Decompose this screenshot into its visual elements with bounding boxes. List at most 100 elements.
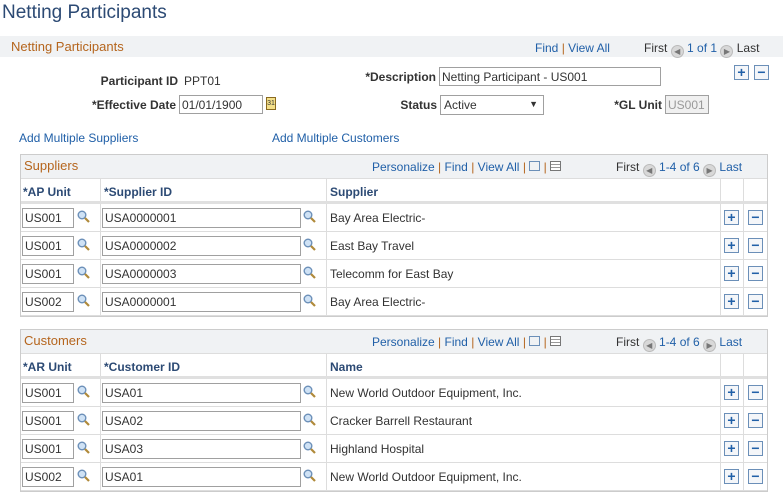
effective-date-input[interactable]	[179, 95, 263, 114]
spreadsheet-icon[interactable]	[550, 336, 562, 346]
column-header-id: *Customer ID	[101, 354, 327, 376]
id-input[interactable]: USA02	[102, 411, 301, 431]
id-input[interactable]: USA0000002	[102, 236, 301, 256]
table-row: US001 USA02 Cracker Barrell Restaurant +…	[21, 407, 767, 435]
unit-input[interactable]: US002	[22, 292, 74, 312]
calendar-icon[interactable]: 31	[266, 97, 276, 110]
find-link[interactable]: Find	[535, 41, 559, 55]
lookup-icon[interactable]	[303, 210, 316, 223]
column-header-unit: *AP Unit	[21, 179, 101, 201]
lookup-icon[interactable]	[77, 294, 90, 307]
lookup-icon[interactable]	[77, 266, 90, 279]
lookup-icon[interactable]	[77, 413, 90, 426]
table-row: US002 USA0000001 Bay Area Electric- + −	[21, 288, 767, 316]
next-icon[interactable]: ▶	[720, 45, 734, 58]
unit-input[interactable]: US001	[22, 383, 74, 403]
id-input[interactable]: USA0000003	[102, 264, 301, 284]
unit-input[interactable]: US001	[22, 439, 74, 459]
first-label: First	[644, 41, 668, 55]
new-window-icon[interactable]	[529, 161, 541, 171]
add-row-button[interactable]: +	[724, 266, 739, 281]
description-label: *Description	[365, 70, 436, 84]
name-cell: Bay Area Electric-	[327, 288, 721, 315]
find-link[interactable]: Find	[444, 335, 468, 349]
effective-date-label: *Effective Date	[91, 98, 176, 112]
delete-row-button[interactable]: −	[748, 294, 763, 309]
column-headers: *AP Unit *Supplier ID Supplier	[21, 179, 767, 204]
lookup-icon[interactable]	[77, 238, 90, 251]
status-select[interactable]: Active ▼	[440, 95, 544, 115]
lookup-icon[interactable]	[303, 469, 316, 482]
delete-row-button[interactable]: −	[748, 385, 763, 400]
id-input[interactable]: USA0000001	[102, 292, 301, 312]
spreadsheet-icon[interactable]	[550, 161, 562, 171]
lookup-icon[interactable]	[303, 294, 316, 307]
previous-icon[interactable]: ◀	[642, 339, 656, 352]
lookup-icon[interactable]	[77, 469, 90, 482]
lookup-icon[interactable]	[77, 441, 90, 454]
personalize-link[interactable]: Personalize	[372, 160, 435, 174]
previous-icon[interactable]: ◀	[670, 45, 684, 58]
last-link[interactable]: Last	[719, 335, 743, 349]
suppliers-title: Suppliers	[24, 158, 79, 173]
lookup-icon[interactable]	[303, 413, 316, 426]
add-row-button[interactable]: +	[724, 385, 739, 400]
last-label: Last	[736, 41, 760, 55]
page-title: Netting Participants	[2, 2, 167, 23]
add-multiple-suppliers-link[interactable]: Add Multiple Suppliers	[19, 131, 139, 145]
next-icon[interactable]: ▶	[703, 339, 717, 352]
participant-id-label: Participant ID	[100, 74, 178, 88]
next-icon[interactable]: ▶	[703, 164, 717, 177]
lookup-icon[interactable]	[303, 266, 316, 279]
id-input[interactable]: USA03	[102, 439, 301, 459]
lookup-icon[interactable]	[303, 238, 316, 251]
section-title: Netting Participants	[11, 39, 124, 54]
row-count: 1-4 of 6	[659, 335, 700, 349]
suppliers-grid-header: Suppliers Personalize | Find | View All …	[21, 155, 767, 179]
customers-grid-header: Customers Personalize | Find | View All …	[21, 330, 767, 354]
new-window-icon[interactable]	[529, 336, 541, 346]
customers-grid: Customers Personalize | Find | View All …	[20, 329, 768, 492]
add-row-button[interactable]: +	[724, 238, 739, 253]
add-row-button[interactable]: +	[724, 294, 739, 309]
delete-row-button[interactable]: −	[748, 469, 763, 484]
id-input[interactable]: USA0000001	[102, 208, 301, 228]
delete-participant-button[interactable]: −	[754, 65, 769, 80]
view-all-link[interactable]: View All	[477, 160, 520, 174]
unit-input[interactable]: US001	[22, 208, 74, 228]
add-multiple-customers-link[interactable]: Add Multiple Customers	[272, 131, 400, 145]
unit-input[interactable]: US001	[22, 264, 74, 284]
delete-row-button[interactable]: −	[748, 413, 763, 428]
name-cell: Highland Hospital	[327, 435, 721, 462]
delete-row-button[interactable]: −	[748, 441, 763, 456]
add-participant-button[interactable]: +	[734, 65, 749, 80]
delete-row-button[interactable]: −	[748, 238, 763, 253]
delete-row-button[interactable]: −	[748, 266, 763, 281]
find-link[interactable]: Find	[444, 160, 468, 174]
lookup-icon[interactable]	[303, 441, 316, 454]
name-cell: Bay Area Electric-	[327, 204, 721, 231]
lookup-icon[interactable]	[77, 210, 90, 223]
add-row-button[interactable]: +	[724, 210, 739, 225]
unit-input[interactable]: US001	[22, 411, 74, 431]
gl-unit-label: *GL Unit	[614, 98, 662, 112]
delete-row-button[interactable]: −	[748, 210, 763, 225]
name-cell: Cracker Barrell Restaurant	[327, 407, 721, 434]
unit-input[interactable]: US001	[22, 236, 74, 256]
view-all-link[interactable]: View All	[568, 41, 610, 55]
description-input[interactable]	[439, 67, 661, 86]
lookup-icon[interactable]	[303, 385, 316, 398]
add-row-button[interactable]: +	[724, 413, 739, 428]
add-row-button[interactable]: +	[724, 441, 739, 456]
id-input[interactable]: USA01	[102, 383, 301, 403]
lookup-icon[interactable]	[77, 385, 90, 398]
dropdown-arrow-icon: ▼	[529, 99, 538, 109]
unit-input[interactable]: US002	[22, 467, 74, 487]
last-link[interactable]: Last	[719, 160, 743, 174]
add-row-button[interactable]: +	[724, 469, 739, 484]
personalize-link[interactable]: Personalize	[372, 335, 435, 349]
id-input[interactable]: USA01	[102, 467, 301, 487]
table-row: US001 USA01 New World Outdoor Equipment,…	[21, 379, 767, 407]
previous-icon[interactable]: ◀	[642, 164, 656, 177]
view-all-link[interactable]: View All	[477, 335, 520, 349]
